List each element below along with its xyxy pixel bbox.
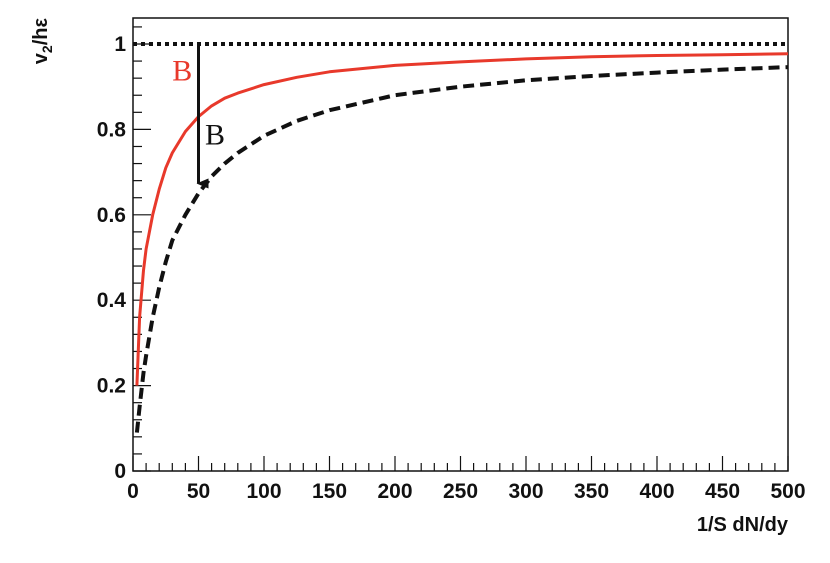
- x-tick-label: 150: [312, 480, 347, 503]
- x-tick-label: 0: [127, 480, 139, 503]
- y-tick-labels: 0 0.2 0.4 0.6 0.8 1: [97, 33, 127, 483]
- y-tick-label: 0.8: [97, 118, 127, 141]
- x-tick-label: 400: [639, 480, 674, 503]
- x-axis-ticks: [132, 456, 789, 471]
- x-tick-label: 250: [443, 480, 478, 503]
- y-tick-label: 0.4: [97, 289, 127, 312]
- y-axis-title: v2/hε: [30, 17, 55, 64]
- x-tick-labels: 0 50 100 150 200 250 300 350 400 450 500: [127, 480, 805, 503]
- y-axis-ticks: [133, 26, 151, 472]
- annotation-layer: BB: [172, 54, 225, 151]
- y-axis-title-sub: 2: [39, 45, 55, 53]
- y-tick-label: 0.2: [97, 375, 126, 398]
- x-tick-label: 100: [246, 480, 281, 503]
- x-axis-title: 1/S dN/dy: [697, 514, 789, 536]
- solid-red-curve: [135, 52, 789, 386]
- x-tick-label: 450: [705, 480, 740, 503]
- y-tick-label: 0: [114, 460, 126, 483]
- x-tick-label: 500: [770, 480, 805, 503]
- y-axis-title-main: v: [30, 52, 52, 64]
- annotation-label: B: [205, 118, 225, 151]
- y-tick-label: 0.6: [97, 204, 126, 227]
- x-tick-label: 300: [508, 480, 543, 503]
- y-tick-label: 1: [114, 33, 126, 56]
- y-axis-title-rest: /hε: [30, 17, 52, 45]
- x-tick-label: 50: [187, 480, 210, 503]
- annotation-label: B: [172, 54, 192, 87]
- plot-frame: [132, 17, 789, 472]
- x-tick-label: 350: [574, 480, 609, 503]
- x-tick-label: 200: [377, 480, 412, 503]
- dashed-black-curve: [134, 65, 789, 433]
- series-layer: [133, 42, 789, 433]
